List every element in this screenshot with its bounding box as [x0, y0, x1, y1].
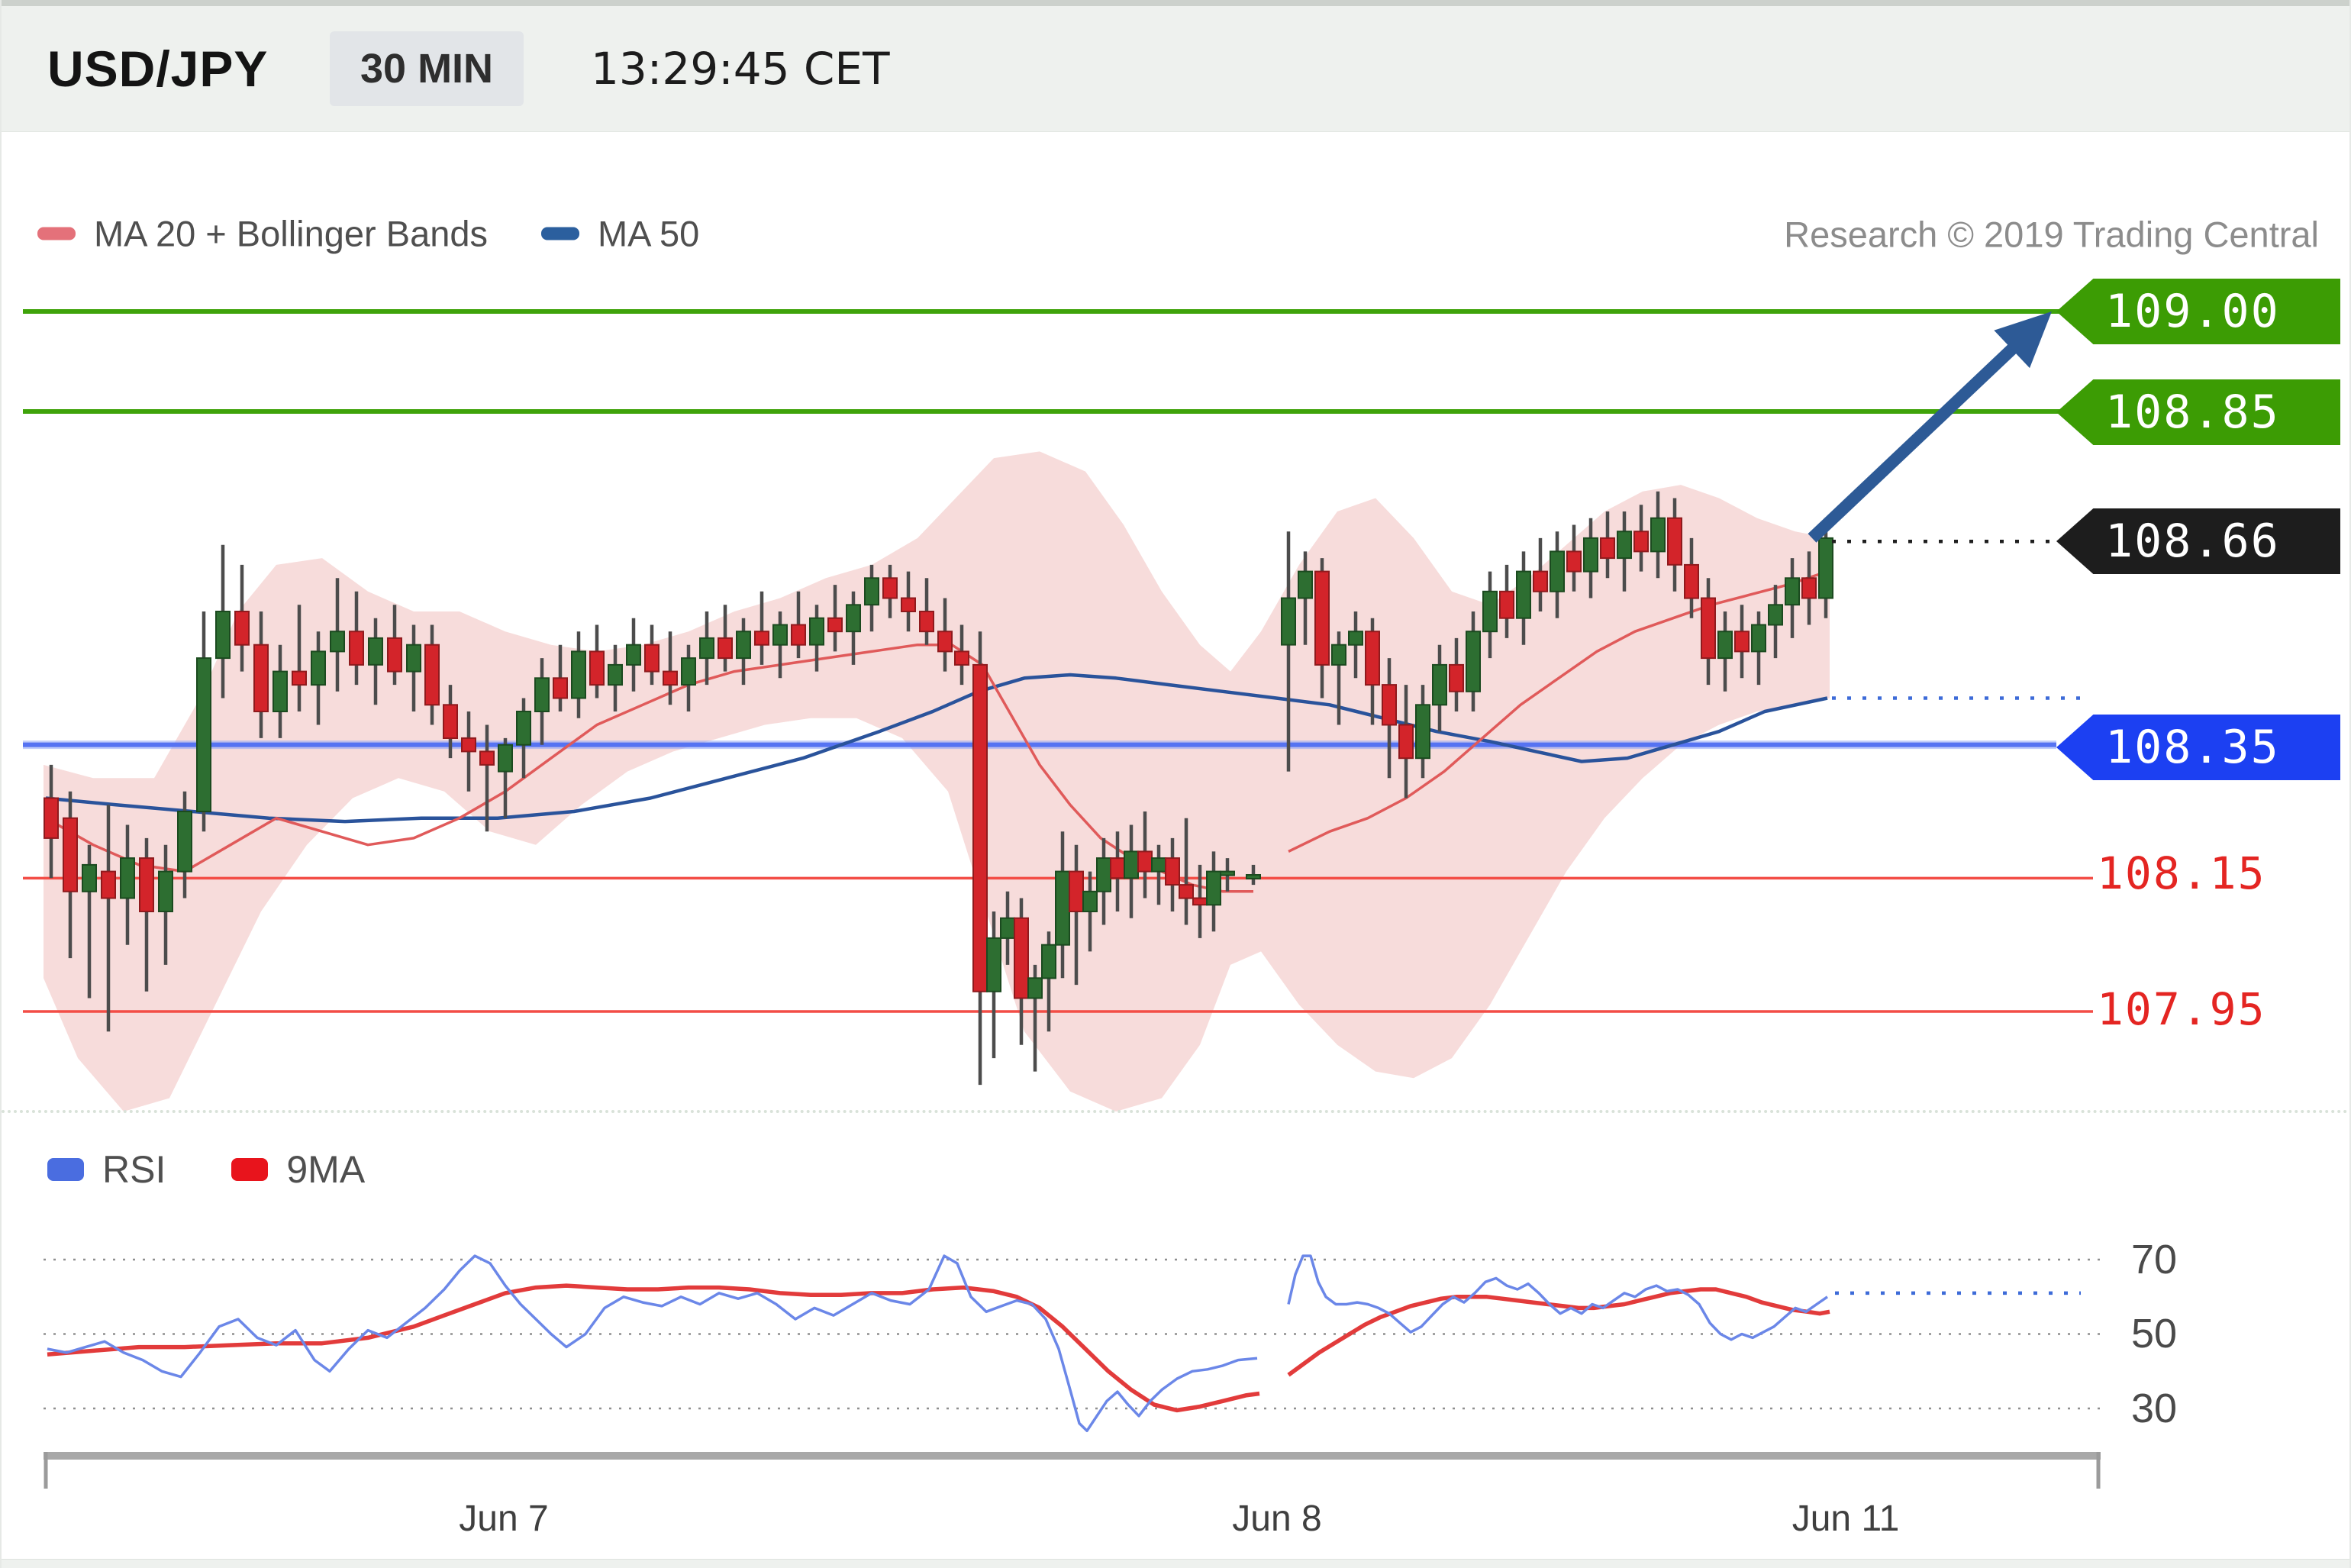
price-legend: MA 20 + Bollinger Bands MA 50 — [37, 213, 699, 255]
price-tag-last-value: 108.66 — [2105, 515, 2280, 568]
page-top-border — [2, 0, 2349, 6]
ma20-legend-label: MA 20 + Bollinger Bands — [94, 213, 489, 254]
rsi-tick-30: 30 — [2131, 1386, 2178, 1431]
support-label-10795: 107.95 — [2097, 983, 2266, 1035]
attribution-text: Research © 2019 Trading Central — [1784, 214, 2319, 255]
x-axis-label-jun8: Jun 8 — [1232, 1499, 1322, 1539]
price-tag-last: 108.66 — [2056, 508, 2340, 574]
rsi-line-1 — [1287, 1254, 1828, 1341]
rsi-legend-swatch — [47, 1158, 84, 1181]
symbol-title: USD/JPY — [47, 40, 269, 97]
page-bottom-border — [2, 1559, 2349, 1568]
timeframe-selector[interactable]: 30 MIN — [330, 31, 524, 106]
bollinger-band-area — [44, 451, 1830, 1111]
ma20-line-0 — [45, 643, 1253, 893]
rsi-legend: RSI 9MA — [47, 1147, 365, 1192]
price-tag-resistance-10885-value: 108.85 — [2105, 386, 2280, 439]
rsi-tick-50: 50 — [2131, 1311, 2178, 1357]
nine-ma-legend-swatch — [231, 1158, 269, 1181]
price-tag-pivot-value: 108.35 — [2105, 721, 2280, 774]
price-tag-pivot: 108.35 — [2056, 715, 2340, 780]
support-label-10815: 108.15 — [2097, 847, 2266, 899]
candles-group — [44, 491, 1833, 1086]
price-tag-resistance-10885: 108.85 — [2056, 379, 2340, 445]
panel-separator — [2, 1110, 2349, 1113]
ma20-legend-swatch — [37, 227, 76, 240]
price-tag-resistance-109-value: 109.00 — [2105, 285, 2280, 338]
forecast-arrow-head — [1994, 311, 2052, 369]
rsi-tick-70: 70 — [2131, 1237, 2178, 1282]
price-tag-resistance-109: 109.00 — [2056, 279, 2340, 344]
x-axis-bar — [44, 1452, 2101, 1460]
x-axis-label-jun7: Jun 7 — [459, 1499, 549, 1539]
ma20-line-1 — [1288, 569, 1828, 853]
ma50-legend-label: MA 50 — [598, 213, 700, 254]
ma50-legend-swatch — [541, 227, 580, 240]
rsi-legend-label: RSI — [102, 1148, 166, 1191]
timestamp: 13:29:45 CET — [591, 43, 890, 95]
rsi-line-0 — [47, 1254, 1258, 1433]
rsi-9ma-line-1 — [1287, 1287, 1830, 1377]
rsi-9ma-line-0 — [47, 1283, 1260, 1413]
x-axis-label-jun11: Jun 11 — [1791, 1499, 1900, 1539]
chart-header: USD/JPY 30 MIN 13:29:45 CET — [2, 6, 2349, 132]
nine-ma-legend-label: 9MA — [286, 1148, 366, 1191]
ma50-line-0 — [45, 673, 1828, 824]
forecast-arrow-shaft — [1808, 339, 2022, 543]
